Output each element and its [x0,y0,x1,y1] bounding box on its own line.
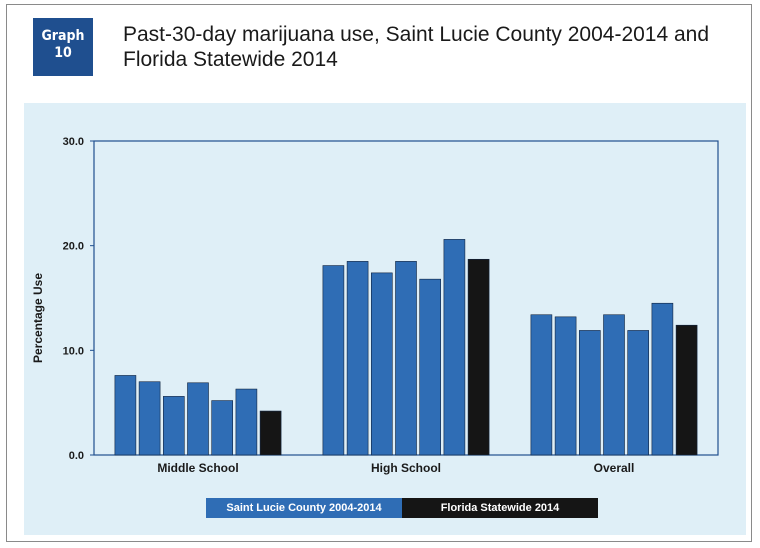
bar-statewide [675,324,698,456]
chart-title-line1: Past-30-day marijuana use, Saint Lucie C… [123,23,710,46]
graph-number-badge: Graph 10 [33,18,93,76]
bar-county [419,278,442,456]
y-tick-label: 20.0 [63,241,84,253]
bar-county [114,375,137,456]
bar-county [651,302,674,456]
x-category-label: High School [371,461,441,475]
badge-label: Graph [41,28,85,44]
y-tick-label: 0.0 [69,450,84,462]
badge-number: 10 [54,45,72,61]
bar-county [554,316,577,456]
bar-county [138,381,161,456]
bar-county [603,314,625,456]
y-tick-label: 30.0 [63,136,84,148]
bar-statewide [467,258,490,456]
chart-title-line2: Florida Statewide 2014 [123,48,338,71]
bar-county [627,330,650,456]
bar-county [346,261,369,456]
bar-county [395,261,417,456]
bar-county [370,272,393,456]
x-category-label: Overall [594,461,635,475]
y-axis-label: Percentage Use [31,273,45,363]
bar-statewide [259,410,282,456]
legend-county: Saint Lucie County 2004-2014 [206,498,402,518]
bar-county [163,396,185,456]
bar-county [235,388,258,456]
x-category-label: Middle School [157,461,238,475]
legend-statewide: Florida Statewide 2014 [402,498,598,518]
bar-county [578,330,601,456]
bar-county [443,239,466,456]
bar-county [187,382,209,456]
bar-county [322,265,345,456]
bar-county [530,314,553,456]
chart-title: Past-30-day marijuana use, Saint Lucie C… [123,22,743,72]
bar-county [211,400,233,456]
y-tick-label: 10.0 [63,345,84,357]
